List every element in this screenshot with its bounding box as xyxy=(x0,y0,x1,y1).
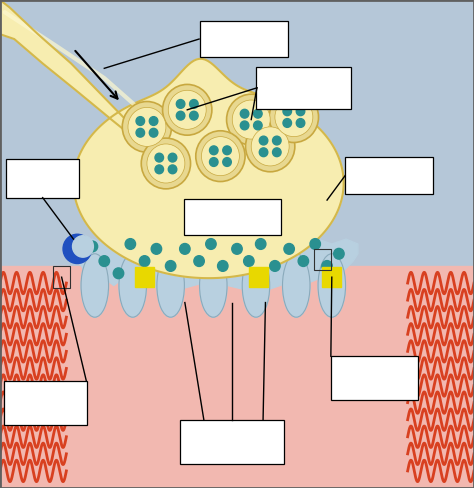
Circle shape xyxy=(227,94,276,145)
Bar xyxy=(4,381,86,425)
Circle shape xyxy=(165,261,176,271)
Circle shape xyxy=(63,234,91,264)
Circle shape xyxy=(122,102,172,152)
Circle shape xyxy=(296,119,305,127)
Circle shape xyxy=(240,121,249,130)
Circle shape xyxy=(322,261,332,271)
Circle shape xyxy=(206,239,216,249)
Circle shape xyxy=(125,239,136,249)
Circle shape xyxy=(255,239,266,249)
Circle shape xyxy=(141,138,191,189)
Ellipse shape xyxy=(119,254,146,317)
Circle shape xyxy=(244,256,254,266)
Circle shape xyxy=(283,107,292,116)
Bar xyxy=(331,356,419,400)
Circle shape xyxy=(176,111,185,120)
Circle shape xyxy=(149,128,158,137)
Circle shape xyxy=(168,90,206,129)
Circle shape xyxy=(254,121,262,130)
Circle shape xyxy=(149,117,158,125)
Circle shape xyxy=(73,236,93,257)
Bar xyxy=(53,266,70,288)
Circle shape xyxy=(139,256,150,266)
Circle shape xyxy=(259,136,268,145)
Polygon shape xyxy=(73,239,358,289)
Bar xyxy=(0,266,474,488)
Bar xyxy=(322,267,341,287)
Ellipse shape xyxy=(283,254,310,317)
Circle shape xyxy=(128,107,166,146)
Polygon shape xyxy=(73,59,344,278)
Circle shape xyxy=(168,165,177,174)
Circle shape xyxy=(190,111,198,120)
Bar xyxy=(345,157,432,194)
Circle shape xyxy=(246,121,295,172)
Circle shape xyxy=(163,84,212,135)
Circle shape xyxy=(210,158,218,166)
Circle shape xyxy=(273,136,281,145)
Bar xyxy=(6,159,79,198)
Circle shape xyxy=(251,127,289,166)
Bar xyxy=(135,267,154,287)
Circle shape xyxy=(310,239,320,249)
Circle shape xyxy=(240,109,249,118)
Circle shape xyxy=(113,268,124,279)
Circle shape xyxy=(136,117,145,125)
Circle shape xyxy=(176,100,185,108)
Circle shape xyxy=(273,148,281,157)
Circle shape xyxy=(155,165,164,174)
Circle shape xyxy=(155,153,164,162)
Circle shape xyxy=(147,144,185,183)
Circle shape xyxy=(275,98,313,137)
Circle shape xyxy=(194,256,204,266)
Bar xyxy=(184,199,281,235)
Circle shape xyxy=(232,100,270,139)
Circle shape xyxy=(298,256,309,266)
Circle shape xyxy=(270,261,280,271)
Polygon shape xyxy=(0,0,145,146)
Circle shape xyxy=(190,100,198,108)
Ellipse shape xyxy=(318,254,346,317)
Circle shape xyxy=(223,146,231,155)
Bar xyxy=(256,67,351,109)
Ellipse shape xyxy=(200,254,227,317)
Ellipse shape xyxy=(242,254,270,317)
Circle shape xyxy=(136,128,145,137)
Circle shape xyxy=(284,244,294,254)
Circle shape xyxy=(296,107,305,116)
Circle shape xyxy=(254,109,262,118)
Ellipse shape xyxy=(157,254,184,317)
Circle shape xyxy=(223,158,231,166)
Circle shape xyxy=(334,248,344,259)
Circle shape xyxy=(168,153,177,162)
Circle shape xyxy=(180,244,190,254)
Circle shape xyxy=(259,148,268,157)
Bar xyxy=(249,267,268,287)
Circle shape xyxy=(210,146,218,155)
Circle shape xyxy=(218,261,228,271)
Bar xyxy=(200,20,288,57)
Bar xyxy=(314,249,331,270)
Bar xyxy=(180,420,284,464)
Circle shape xyxy=(201,137,239,176)
Circle shape xyxy=(151,244,162,254)
Circle shape xyxy=(99,256,109,266)
Ellipse shape xyxy=(81,254,109,317)
Circle shape xyxy=(87,241,98,252)
Circle shape xyxy=(232,244,242,254)
Circle shape xyxy=(283,119,292,127)
Circle shape xyxy=(269,92,319,142)
Circle shape xyxy=(196,131,245,182)
